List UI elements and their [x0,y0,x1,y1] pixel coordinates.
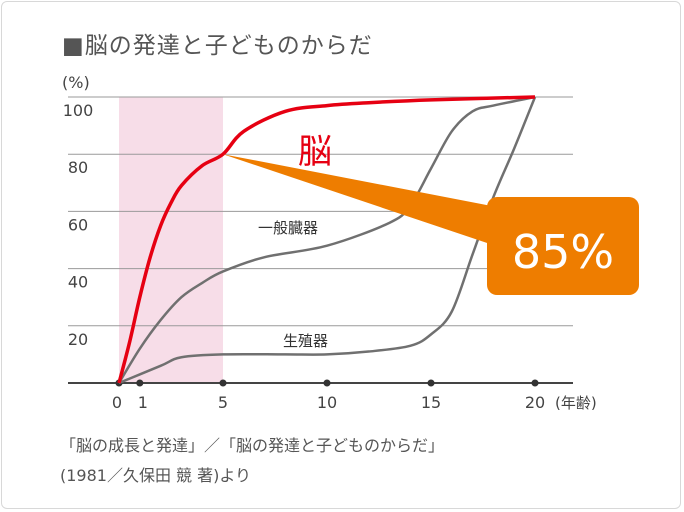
x-tick-label: 0 [112,393,122,412]
x-tick-label: 20 [525,393,545,412]
y-tick-label: 80 [68,158,88,177]
x-tick-label: 10 [317,393,337,412]
x-axis-label: (年齢) [555,394,597,412]
source-author: (1981／久保田 競 著)より [60,466,252,485]
highlight-band [119,97,223,383]
series-line-brain [117,95,536,384]
x-tick-label: 5 [218,393,228,412]
x-tick-dot [427,379,435,387]
y-tick-label: 40 [68,273,88,292]
x-tick-label: 1 [138,393,148,412]
x-tick-dot [323,379,331,387]
callout-box [487,197,639,295]
x-tick-dot [219,379,227,387]
series-label-brain: 脳 [298,132,332,172]
y-axis-label: (%) [62,73,90,92]
x-tick-dot [531,379,539,387]
source-citation: 「脳の成長と発達」／「脳の発達と子どものからだ」 [60,436,445,455]
series-line-general-organs [117,95,536,384]
y-tick-label: 100 [63,101,94,120]
chart-title: ■脳の発達と子どものからだ [62,33,373,59]
series-label-reproductive-organs: 生殖器 [283,332,328,350]
x-tick-label: 15 [421,393,441,412]
x-tick-dot [136,379,144,387]
y-tick-label: 20 [68,330,88,349]
y-tick-label: 60 [68,215,88,234]
callout-pointer [223,154,502,248]
callout-value: 85% [512,225,614,279]
series-label-general-organs: 一般臓器 [258,219,318,237]
